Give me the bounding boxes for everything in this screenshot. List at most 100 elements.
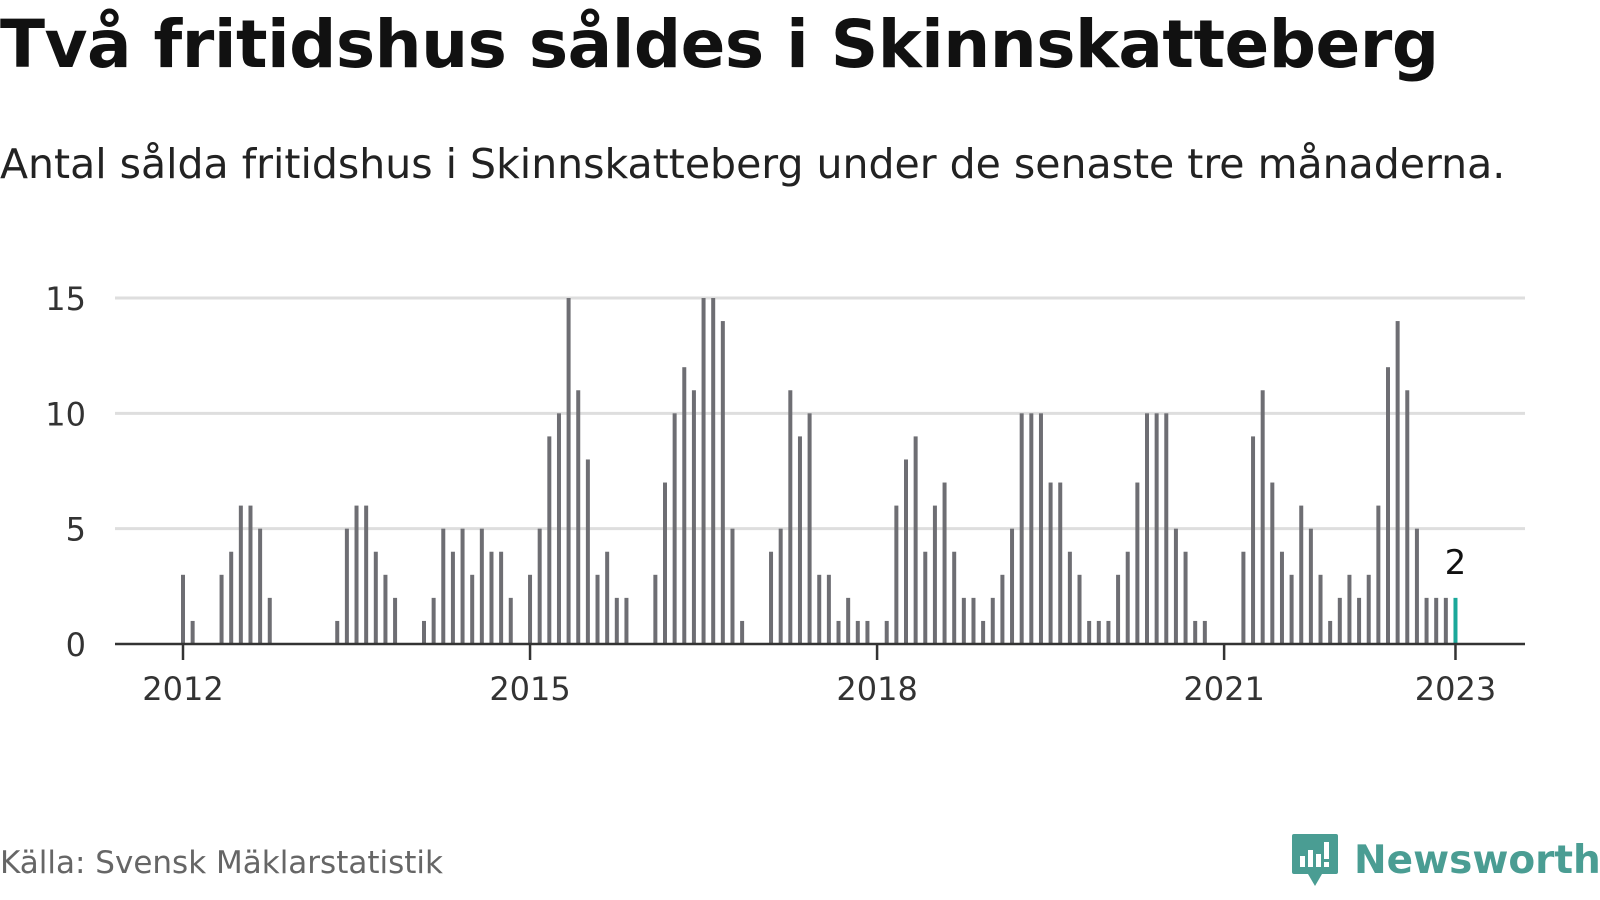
bar [1202,620,1207,644]
bar [441,528,446,644]
source-note: Källa: Svensk Mäklarstatistik [0,845,443,881]
bar [730,528,735,644]
bar [1193,620,1198,644]
y-tick-label: 10 [45,395,86,433]
bar-highlight [1453,597,1458,644]
bar [1289,574,1294,644]
bar [1125,551,1130,644]
newsworthy-logo: Newsworthy [1290,832,1600,888]
bar [932,505,937,644]
bar [769,551,774,644]
bar [373,551,378,644]
bar [181,574,185,644]
bar [682,367,687,644]
bar [1318,574,1323,644]
bar [952,551,957,644]
bar [990,597,995,644]
bar [1347,574,1352,644]
bar [1173,528,1178,644]
bar [672,413,677,644]
y-tick-label: 0 [66,626,86,664]
bar [1116,574,1121,644]
bar [422,620,426,644]
bar [614,597,619,644]
y-tick-label: 5 [66,511,86,549]
x-tick-label: 2015 [489,670,570,708]
bar [344,528,349,644]
bar [797,436,802,644]
bar [605,551,610,644]
bar [595,574,600,644]
chart-title: Två fritidshus såldes i Skinnskatteberg [0,6,1439,83]
bar [865,620,870,644]
bar [1106,620,1111,644]
bar [904,459,908,644]
bar [653,574,658,644]
bar [258,528,263,644]
bar [460,528,465,644]
bar [894,505,899,644]
bar [335,620,340,644]
bar [238,505,243,644]
bar [364,505,369,644]
bar [1434,597,1439,644]
x-tick-label: 2018 [836,670,917,708]
bar [219,574,224,644]
chart-subtitle: Antal sålda fritidshus i Skinnskatteberg… [0,140,1506,188]
brand-name: Newsworthy [1354,837,1600,883]
bar [624,597,629,644]
bar [778,528,783,644]
bar [556,413,561,644]
bar [547,436,552,644]
highlight-value-label: 2 [1445,543,1467,583]
bar [1308,528,1313,644]
bar [663,482,667,644]
bar [711,298,716,644]
bar [479,528,484,644]
bar [1328,620,1333,644]
bar [1424,597,1429,644]
bar [383,574,388,644]
bar [1366,574,1371,644]
bar [855,620,860,644]
x-tick-label: 2021 [1183,670,1264,708]
bar [1241,551,1246,644]
bar [470,574,475,644]
bar [354,505,359,644]
bar [267,597,272,644]
bar [701,298,706,644]
y-tick-label: 15 [45,280,86,318]
bar [1443,597,1448,644]
bar [248,505,253,644]
bar [1376,505,1381,644]
bar [1000,574,1005,644]
bar [720,321,725,644]
bar [499,551,504,644]
bar [190,620,195,644]
bar [1357,597,1362,644]
bar [1145,413,1149,644]
bar [1087,620,1092,644]
bar [1048,482,1053,644]
bar [740,620,745,644]
bar [846,597,851,644]
bar [1029,413,1034,644]
bar [691,390,696,644]
bar [961,597,966,644]
bar [1058,482,1063,644]
newsworthy-logo-icon [1292,834,1338,886]
bar [1154,413,1159,644]
bar [1386,367,1390,644]
bar [1010,528,1015,644]
bar [817,574,822,644]
bar [229,551,234,644]
bar [913,436,918,644]
bar [576,390,581,644]
bar [489,551,494,644]
bar [884,620,889,644]
bar [971,597,976,644]
bar [1183,551,1188,644]
bar [1405,390,1410,644]
bar [788,390,793,644]
bar [528,574,533,644]
